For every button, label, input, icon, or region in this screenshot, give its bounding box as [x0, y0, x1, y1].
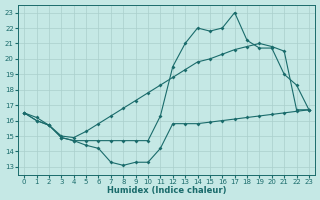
X-axis label: Humidex (Indice chaleur): Humidex (Indice chaleur) — [107, 186, 226, 195]
